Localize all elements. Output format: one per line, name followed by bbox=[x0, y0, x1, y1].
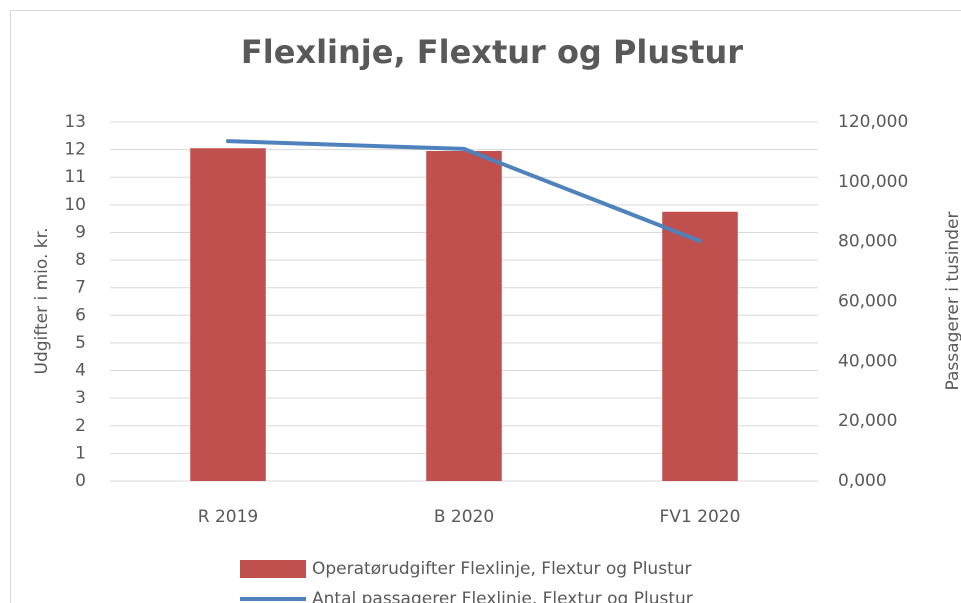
x-tick-label: B 2020 bbox=[434, 507, 494, 527]
y-tick-label: 9 bbox=[75, 222, 86, 242]
x-tick-label: R 2019 bbox=[198, 507, 258, 527]
y-tick-label: 4 bbox=[75, 361, 86, 381]
y2-tick-label: 40,000 bbox=[838, 351, 897, 371]
legend-label: Operatørudgifter Flexlinje, Flextur og P… bbox=[312, 559, 692, 579]
y-tick-label: 0 bbox=[75, 471, 86, 491]
y2-tick-label: 100,000 bbox=[838, 172, 908, 192]
y2-axis-label: Passagerer i tusinder bbox=[943, 212, 961, 391]
y2-tick-label: 80,000 bbox=[838, 232, 897, 252]
y-axis-label: Udgifter i mio. kr. bbox=[32, 228, 52, 375]
chart-title: Flexlinje, Flextur og Plustur bbox=[241, 33, 743, 71]
y2-tick-label: 60,000 bbox=[838, 292, 897, 312]
y-tick-label: 1 bbox=[75, 443, 86, 463]
y-tick-label: 12 bbox=[64, 140, 86, 160]
y-tick-label: 8 bbox=[75, 250, 86, 270]
y-tick-label: 2 bbox=[75, 416, 86, 436]
y-tick-label: 6 bbox=[75, 305, 86, 325]
legend-swatch bbox=[240, 560, 306, 578]
bar bbox=[662, 211, 738, 481]
y-tick-label: 10 bbox=[64, 195, 86, 215]
legend-label: Antal passagerer Flexlinje, Flextur og P… bbox=[312, 589, 693, 603]
y-tick-label: 7 bbox=[75, 278, 86, 298]
y2-tick-label: 20,000 bbox=[838, 411, 897, 431]
line bbox=[226, 139, 702, 244]
x-tick-label: FV1 2020 bbox=[660, 507, 741, 527]
y2-tick-label: 0,000 bbox=[838, 471, 887, 491]
bar bbox=[426, 150, 502, 481]
y-tick-label: 11 bbox=[64, 167, 86, 187]
bar bbox=[190, 148, 266, 481]
y-tick-label: 5 bbox=[75, 333, 86, 353]
y-tick-label: 3 bbox=[75, 388, 86, 408]
y-tick-label: 13 bbox=[64, 112, 86, 132]
y2-tick-label: 120,000 bbox=[838, 112, 908, 132]
